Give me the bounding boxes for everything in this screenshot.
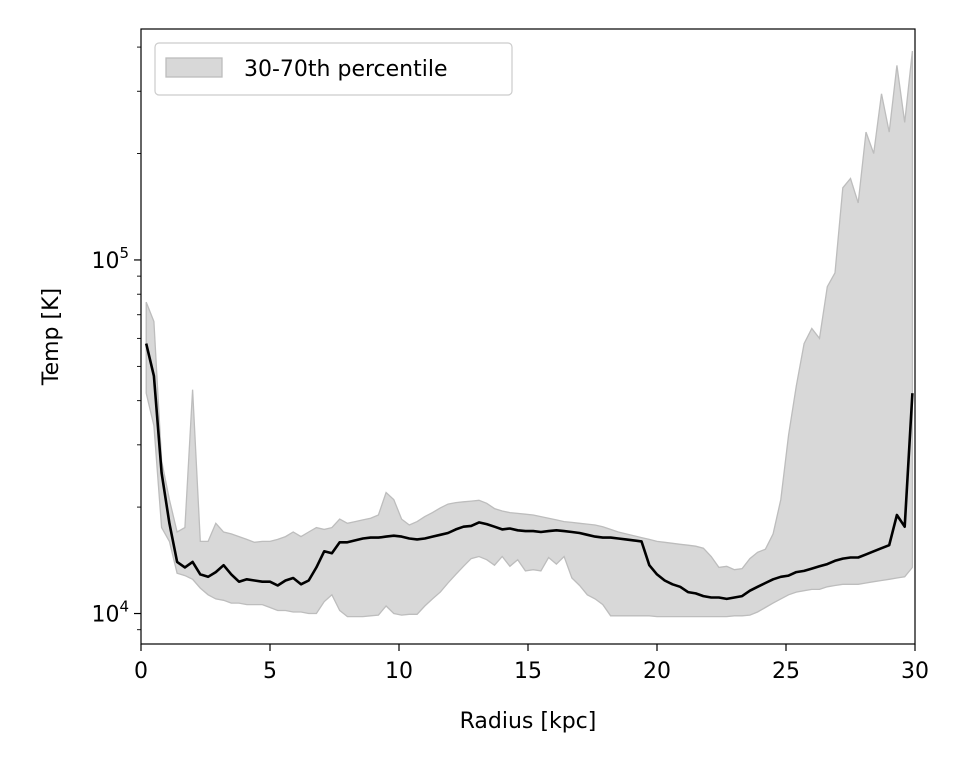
median-line-0	[144, 343, 914, 601]
y-tick-label: 105	[91, 244, 129, 274]
legend: 30-70th percentile	[154, 42, 513, 96]
legend-swatch	[165, 57, 223, 78]
y-axis-label: Temp [K]	[39, 288, 64, 386]
x-axis-ticks: 0 5 10 15 20 25 30	[134, 644, 929, 684]
x-tick-label: 25	[772, 659, 800, 684]
x-tick-label: 15	[514, 659, 542, 684]
line-layer	[144, 343, 914, 601]
legend-label: 30-70th percentile	[244, 57, 448, 82]
legend-box	[154, 42, 513, 96]
x-tick-label: 20	[643, 659, 671, 684]
x-tick-label: 30	[901, 659, 929, 684]
x-tick-label: 0	[134, 659, 148, 684]
x-tick-label: 10	[385, 659, 413, 684]
x-tick-label: 5	[263, 659, 277, 684]
x-axis-label: Radius [kpc]	[460, 709, 597, 734]
